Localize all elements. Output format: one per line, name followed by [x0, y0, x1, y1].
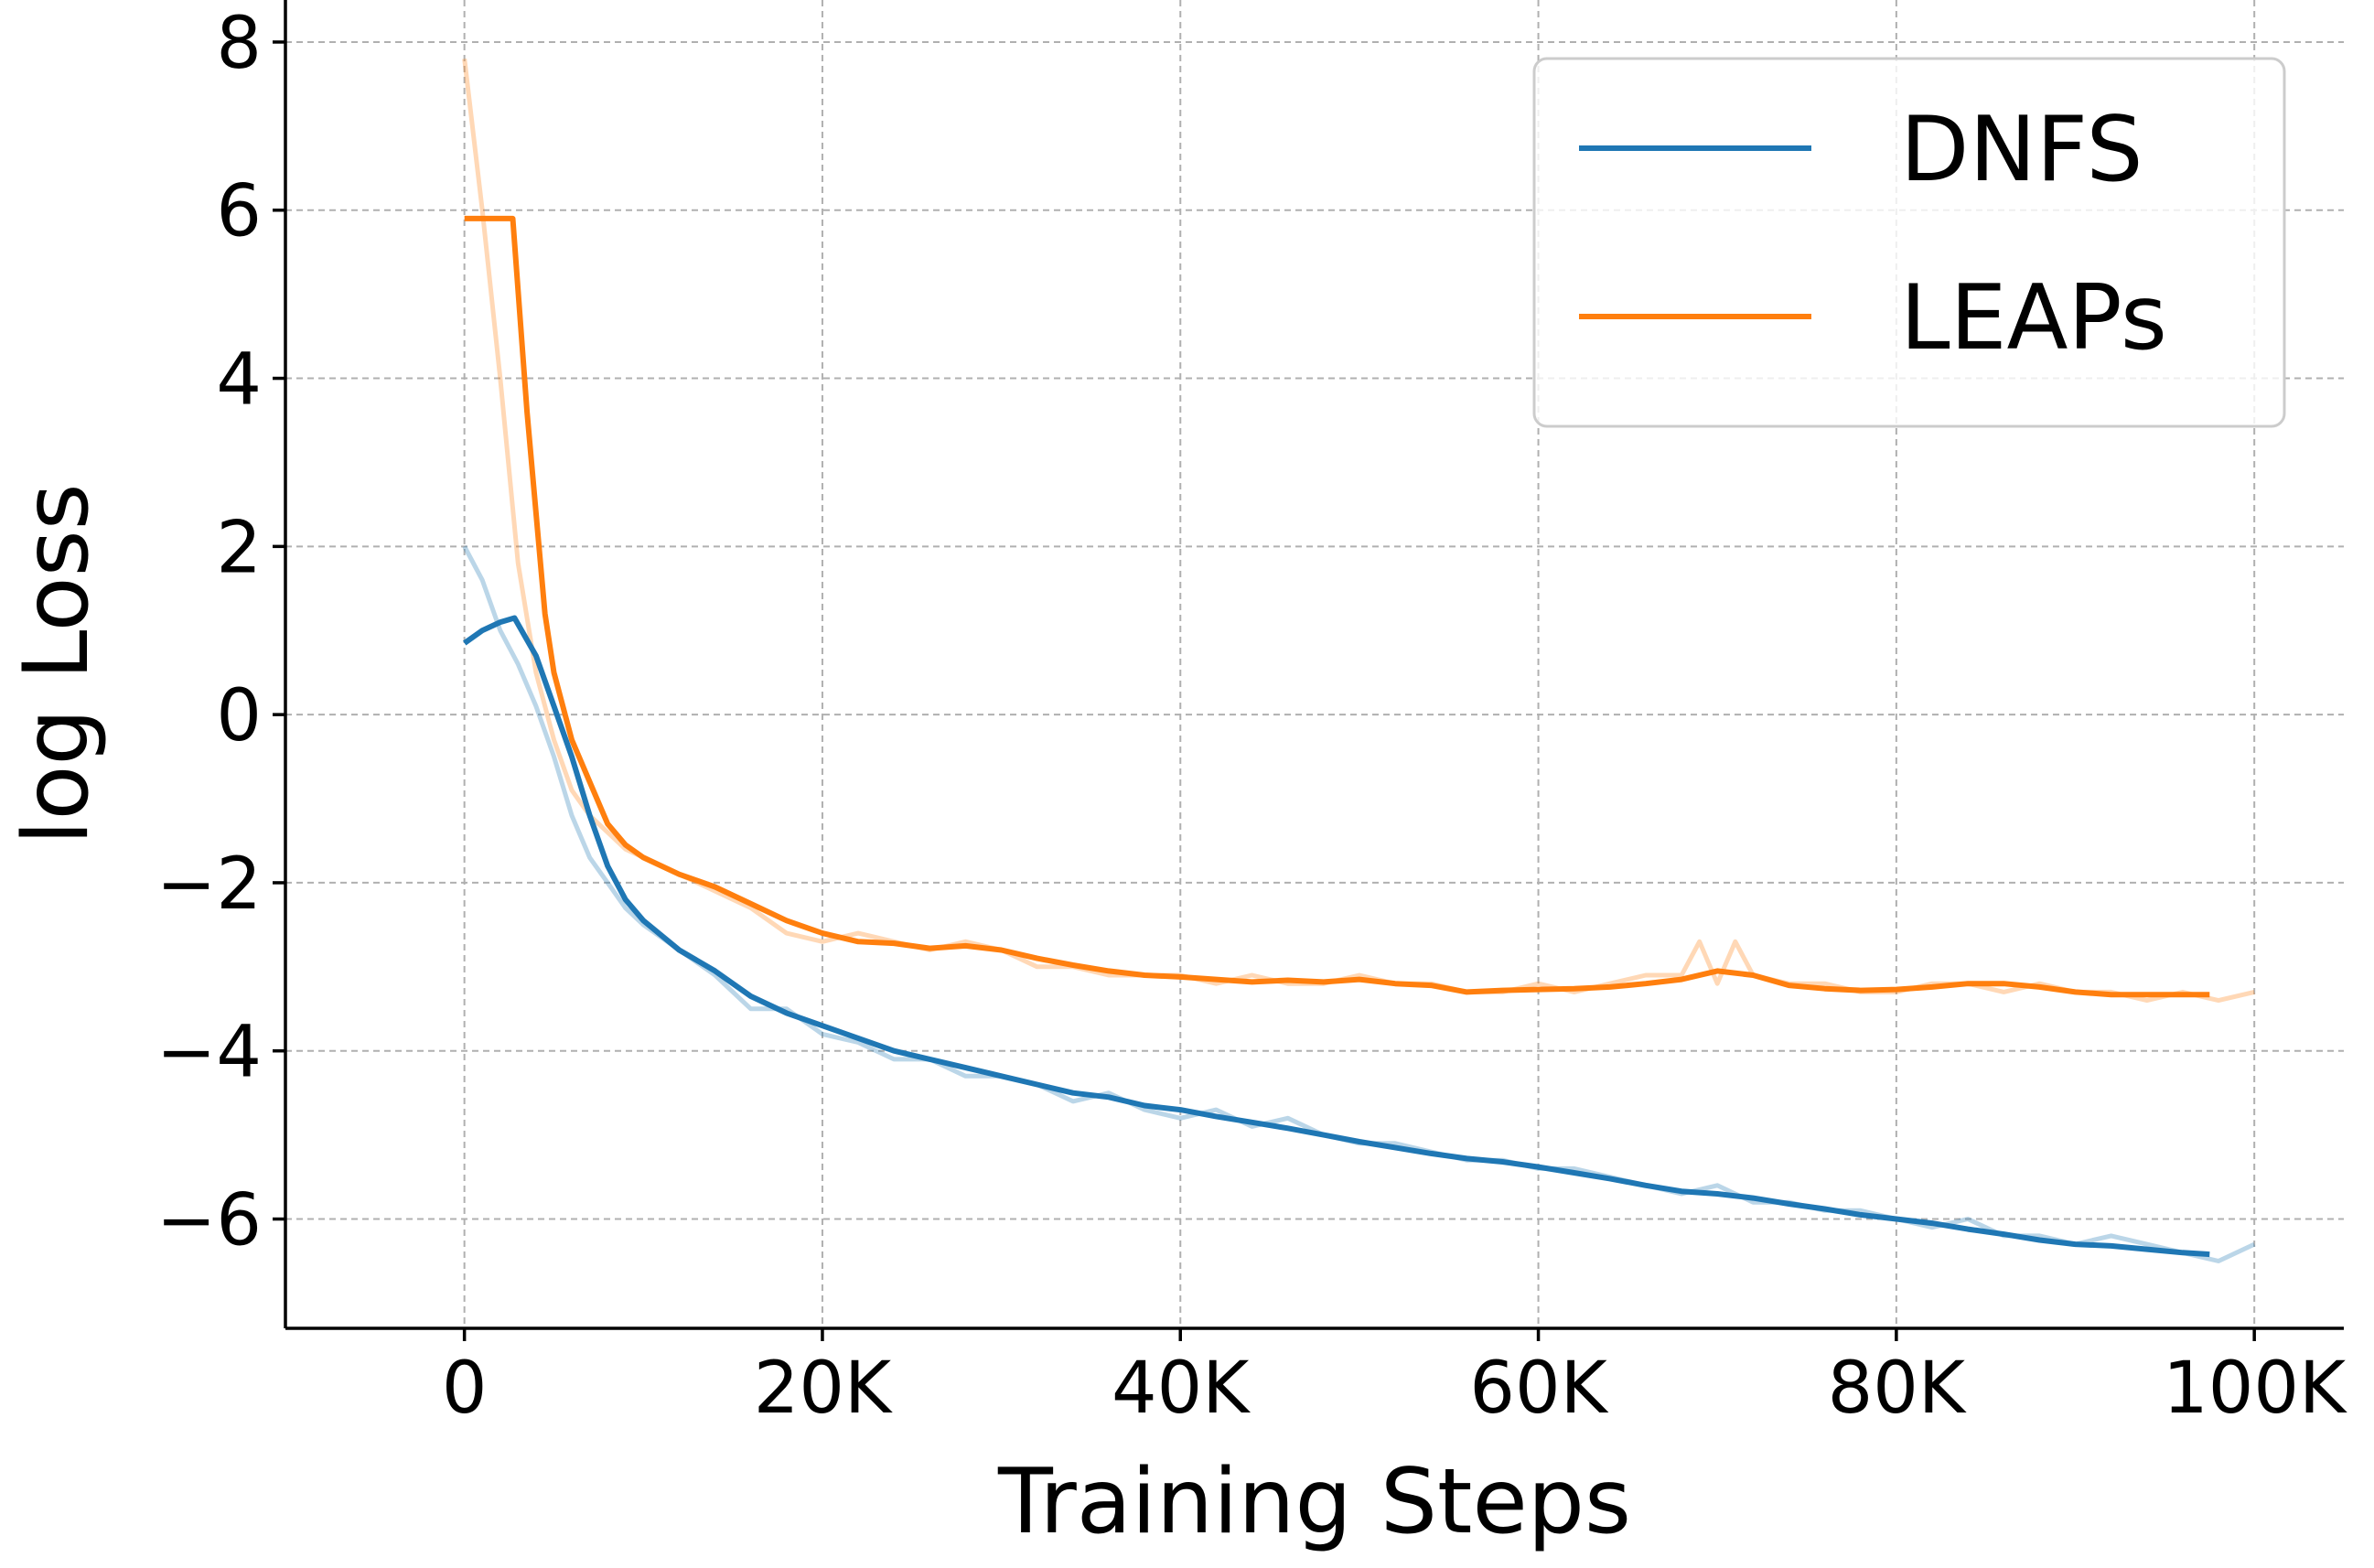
y-tick-label: 0	[216, 675, 262, 757]
x-axis-title: Training Steps	[997, 1450, 1631, 1554]
y-tick-label: 8	[216, 3, 262, 85]
y-tick-label: 6	[216, 171, 262, 253]
x-tick-label: 100K	[2163, 1348, 2347, 1430]
legend-label-leaps: LEAPs	[1900, 266, 2167, 371]
y-axis-title: log Loss	[5, 483, 109, 845]
ticks-layer: 0 20K 40K 60K 80K 100K −6 −4 −2 0 2 4 6 8	[156, 3, 2347, 1430]
y-tick-label: −4	[156, 1012, 262, 1094]
legend-label-dnfs: DNFS	[1900, 98, 2143, 202]
y-tick-label: 2	[216, 507, 262, 589]
axes-layer	[284, 0, 2344, 1330]
x-tick-label: 40K	[1112, 1348, 1251, 1430]
x-tick-label: 80K	[1828, 1348, 1967, 1430]
x-tick-label: 20K	[754, 1348, 893, 1430]
x-tick-label: 60K	[1469, 1348, 1608, 1430]
series-layer	[462, 59, 2256, 1263]
x-tick-label: 0	[442, 1348, 488, 1430]
y-tick-label: −2	[156, 843, 262, 926]
series-smoothed-leaps	[464, 215, 2210, 998]
series-raw-dnfs	[462, 545, 2256, 1263]
legend: DNFS LEAPs	[1532, 57, 2286, 428]
y-tick-label: 4	[216, 339, 262, 422]
y-tick-label: −6	[156, 1180, 262, 1262]
series-smoothed-dnfs	[462, 615, 2210, 1258]
